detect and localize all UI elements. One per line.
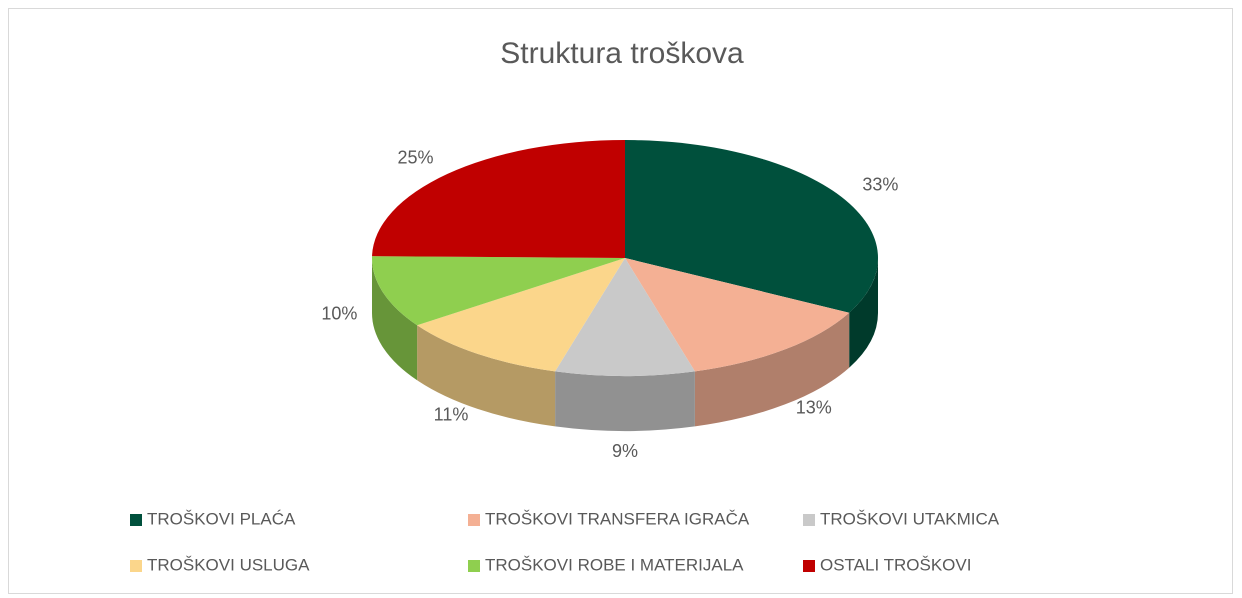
legend-label: TROŠKOVI USLUGA (147, 555, 310, 574)
data-label: 13% (796, 397, 832, 417)
data-label: 33% (862, 175, 898, 195)
slice-side (849, 258, 878, 368)
legend-swatch (130, 514, 142, 526)
legend-label: TROŠKOVI TRANSFERA IGRAČA (485, 509, 750, 528)
legend-swatch (468, 560, 480, 572)
data-label: 9% (612, 441, 638, 461)
legend-label: TROŠKOVI UTAKMICA (820, 509, 1000, 528)
slice (625, 258, 850, 372)
slice-side (555, 371, 695, 431)
data-label: 10% (321, 303, 357, 323)
slice-side (372, 258, 418, 381)
chart-title: Struktura troškova (500, 37, 744, 70)
slice-side (417, 325, 556, 427)
slice (372, 256, 625, 326)
slice (417, 258, 625, 372)
legend-swatch (803, 514, 815, 526)
legend-swatch (468, 514, 480, 526)
slice (372, 140, 625, 258)
legend-swatch (130, 560, 142, 572)
legend-label: OSTALI TROŠKOVI (820, 555, 971, 574)
data-label: 11% (434, 405, 469, 425)
data-label: 25% (398, 148, 434, 168)
legend-label: TROŠKOVI ROBE I MATERIJALA (485, 555, 744, 574)
slice (625, 140, 879, 313)
slice-side (694, 312, 850, 427)
slice (555, 258, 695, 376)
legend-swatch (803, 560, 815, 572)
legend-label: TROŠKOVI PLAĆA (147, 509, 296, 528)
